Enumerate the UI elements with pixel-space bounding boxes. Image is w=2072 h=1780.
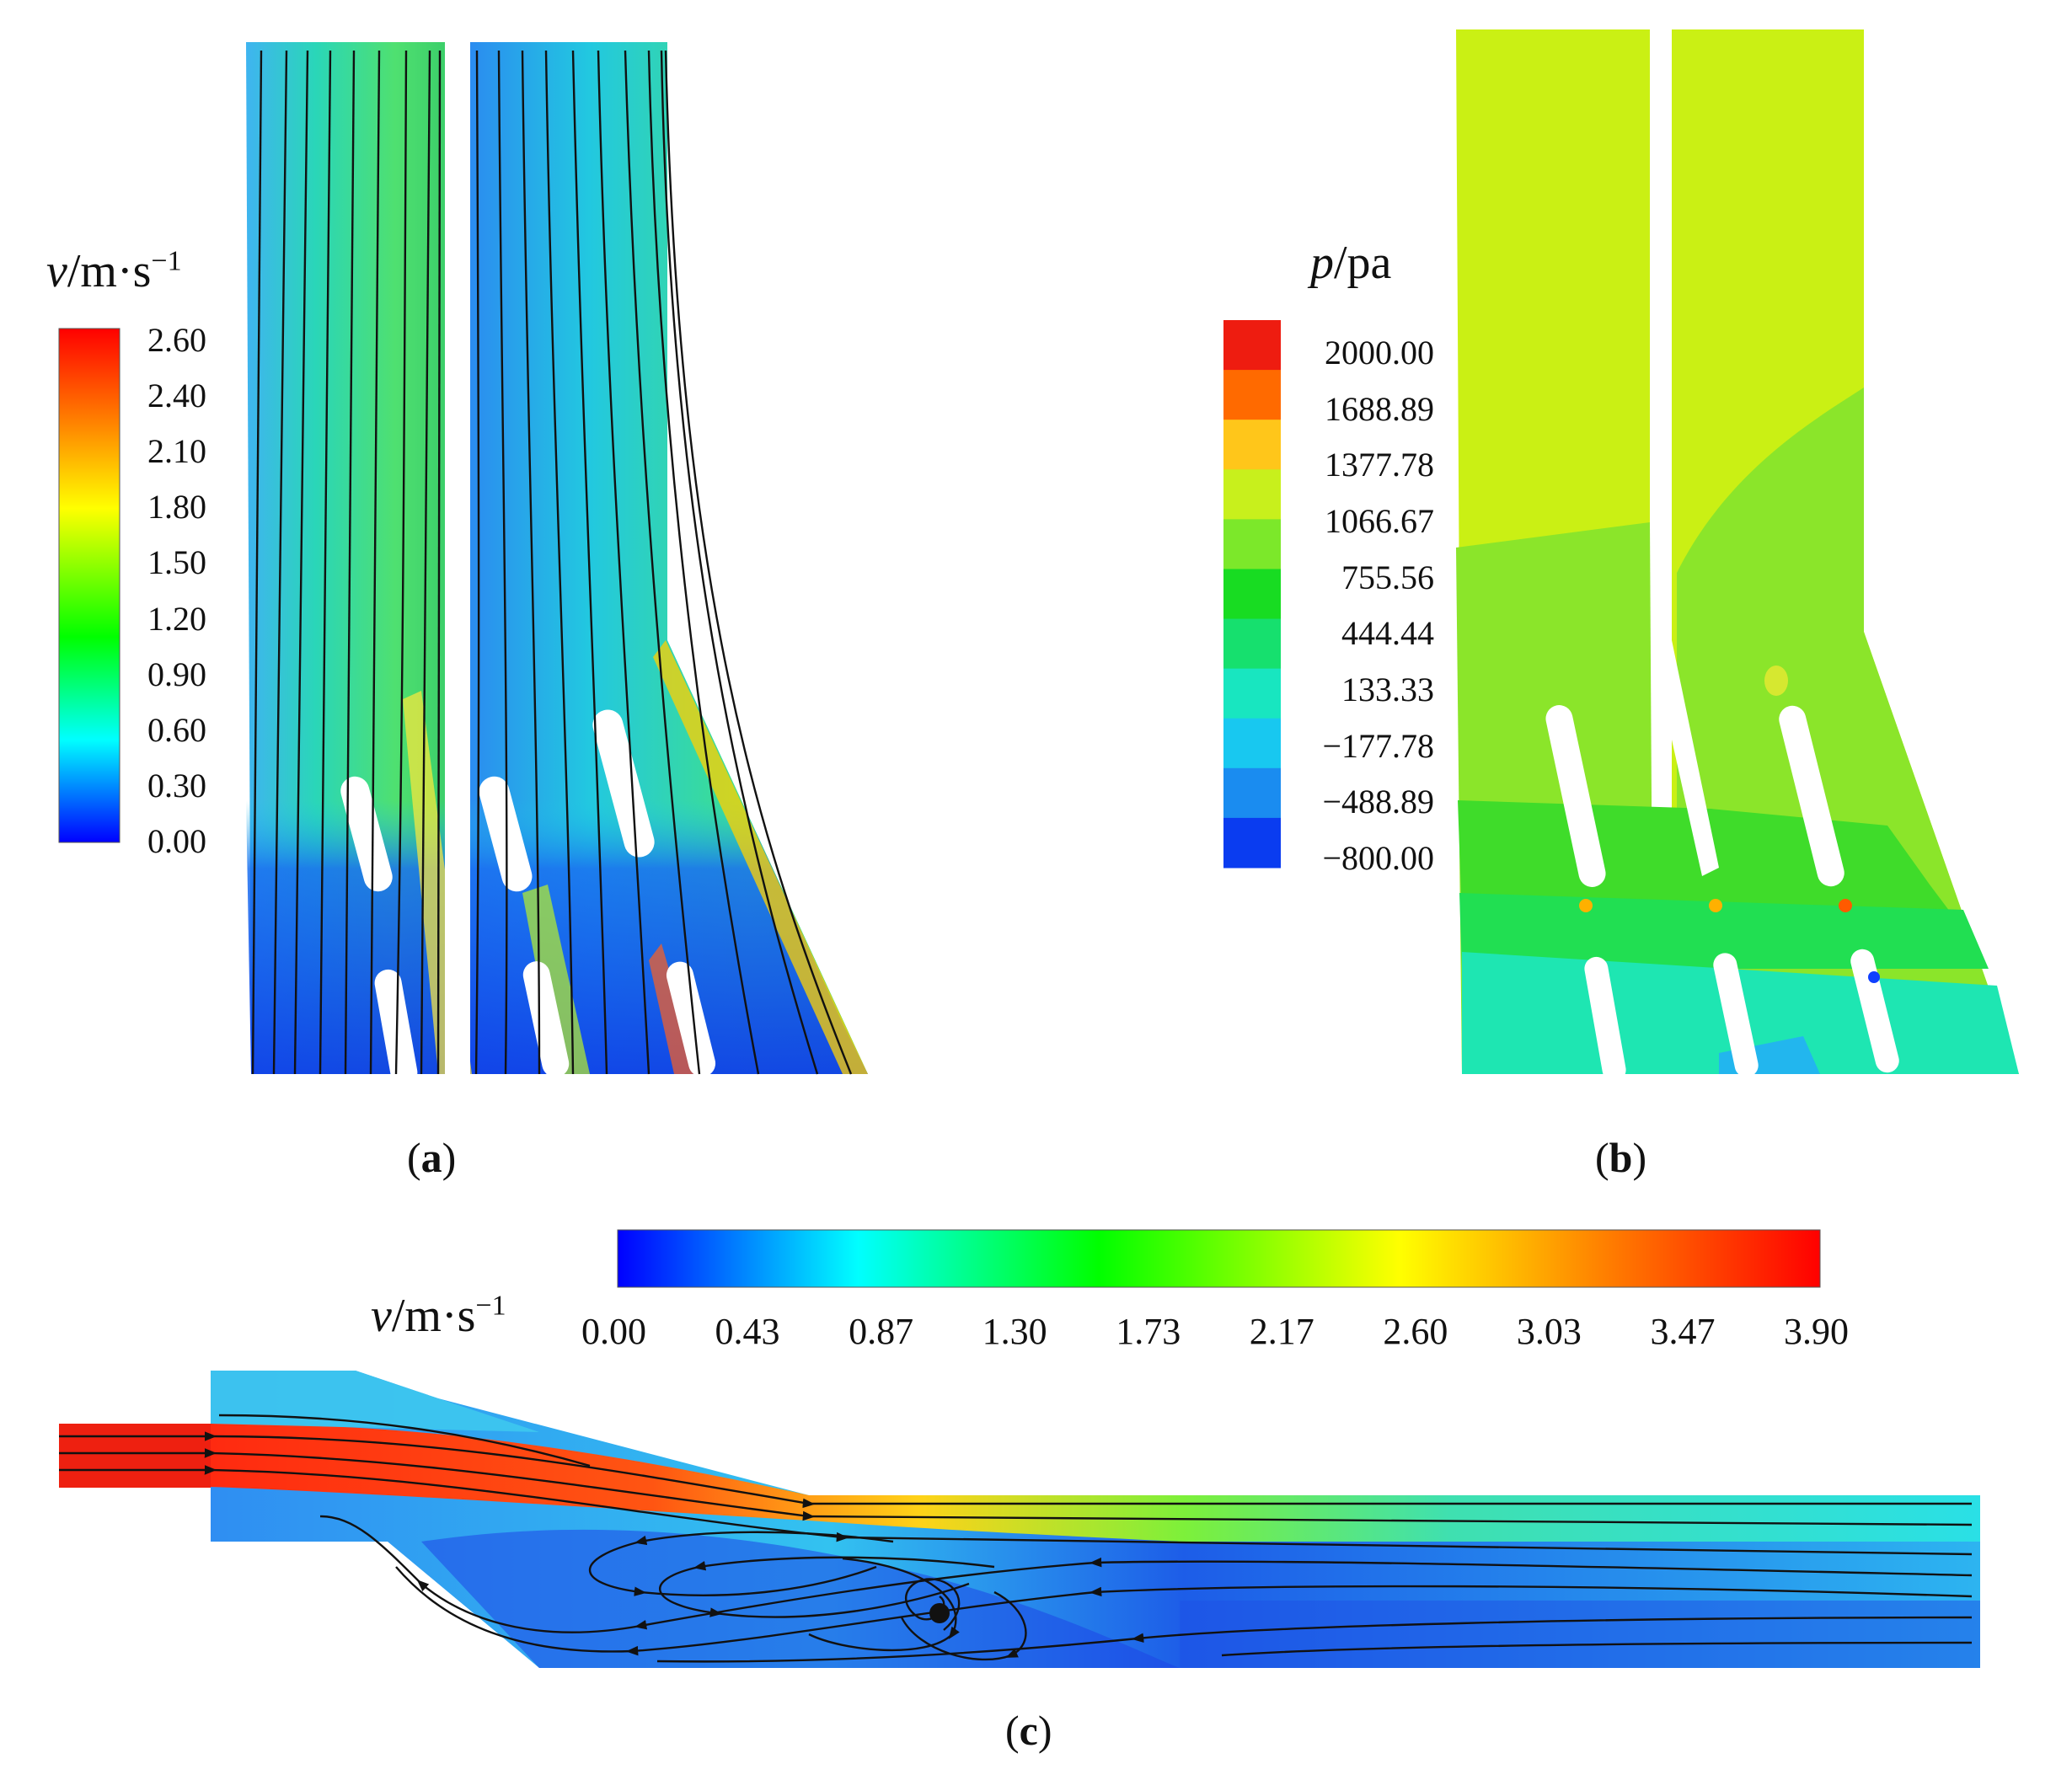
legend-variable: v: [46, 245, 67, 297]
legend-exponent: −1: [475, 1290, 506, 1322]
panel-b-label: (b): [1595, 1134, 1647, 1181]
colorbar-tick-label: 0.30: [147, 766, 206, 804]
colorbar-tick-label: 2000.00: [1325, 334, 1434, 372]
colorbar-tick-label: 1.73: [1116, 1311, 1181, 1352]
colorbar-tick-label: 1.30: [982, 1311, 1047, 1352]
panel-a-colorbar: [59, 329, 120, 842]
colorbar-tick-label: −177.78: [1322, 726, 1434, 765]
colorbar-tick-label: 0.00: [147, 822, 206, 860]
colorbar-tick-label: 1688.89: [1325, 389, 1434, 428]
colorbar-band: [1223, 668, 1281, 719]
panel-a-label: (a): [407, 1134, 457, 1181]
colorbar-tick-label: 3.03: [1516, 1311, 1582, 1352]
colorbar-tick-label: 3.90: [1784, 1311, 1849, 1352]
colorbar-tick-label: 2.40: [147, 377, 206, 415]
colorbar-tick-label: −488.89: [1322, 783, 1434, 821]
colorbar-tick-label: 2.60: [1383, 1311, 1448, 1352]
panel-b-legend-title: p/pa: [1310, 236, 1391, 290]
colorbar-band: [1223, 370, 1281, 420]
colorbar-tick-label: 1.20: [147, 599, 206, 638]
panel-c-colorbar: [618, 1230, 1820, 1287]
panel-c-label: (c): [1005, 1707, 1052, 1754]
panel-c-legend-title: v/m·s−1: [371, 1289, 506, 1343]
colorbar-tick-label: 444.44: [1341, 614, 1434, 653]
colorbar-band: [1223, 519, 1281, 569]
colorbar-tick-label: 2.17: [1249, 1311, 1314, 1352]
colorbar-tick-label: 1.50: [147, 543, 206, 582]
legend-variable: p: [1310, 237, 1334, 289]
colorbar-band: [1223, 817, 1281, 869]
colorbar-tick-label: 1.80: [147, 488, 206, 527]
colorbar-band: [1223, 420, 1281, 470]
colorbar-tick-label: 0.87: [849, 1311, 914, 1352]
colorbar-band: [1223, 569, 1281, 620]
colorbar-tick-label: 1066.67: [1325, 502, 1434, 540]
colorbar-tick-label: 0.43: [715, 1311, 780, 1352]
panel-b-colorbar: [1223, 320, 1281, 869]
colorbar-tick-label: 0.00: [581, 1311, 646, 1352]
legend-unit: /m·s: [67, 245, 152, 297]
colorbar-band: [1223, 767, 1281, 819]
colorbar-tick-label: 1377.78: [1325, 446, 1434, 484]
legend-unit: /m·s: [391, 1290, 476, 1342]
legend-unit: /pa: [1334, 237, 1392, 289]
colorbar-tick-label: 3.47: [1650, 1311, 1716, 1352]
colorbar-band: [1223, 718, 1281, 769]
colorbar-tick-label: 0.60: [147, 710, 206, 749]
colorbar-tick-label: 755.56: [1341, 558, 1434, 596]
panel-a-legend-title: v/m·s−1: [46, 244, 182, 298]
legend-exponent: −1: [151, 245, 182, 277]
colorbar-tick-label: 133.33: [1341, 671, 1434, 708]
colorbar-tick-label: 2.10: [147, 432, 206, 471]
colorbar-band: [1223, 469, 1281, 520]
colorbar-tick-label: 0.90: [147, 655, 206, 693]
legend-variable: v: [371, 1290, 392, 1342]
colorbar-tick-label: 2.60: [147, 321, 206, 359]
colorbar-band: [1223, 618, 1281, 670]
colorbar-tick-label: −800.00: [1322, 839, 1434, 877]
colorbar-band: [1223, 320, 1281, 371]
